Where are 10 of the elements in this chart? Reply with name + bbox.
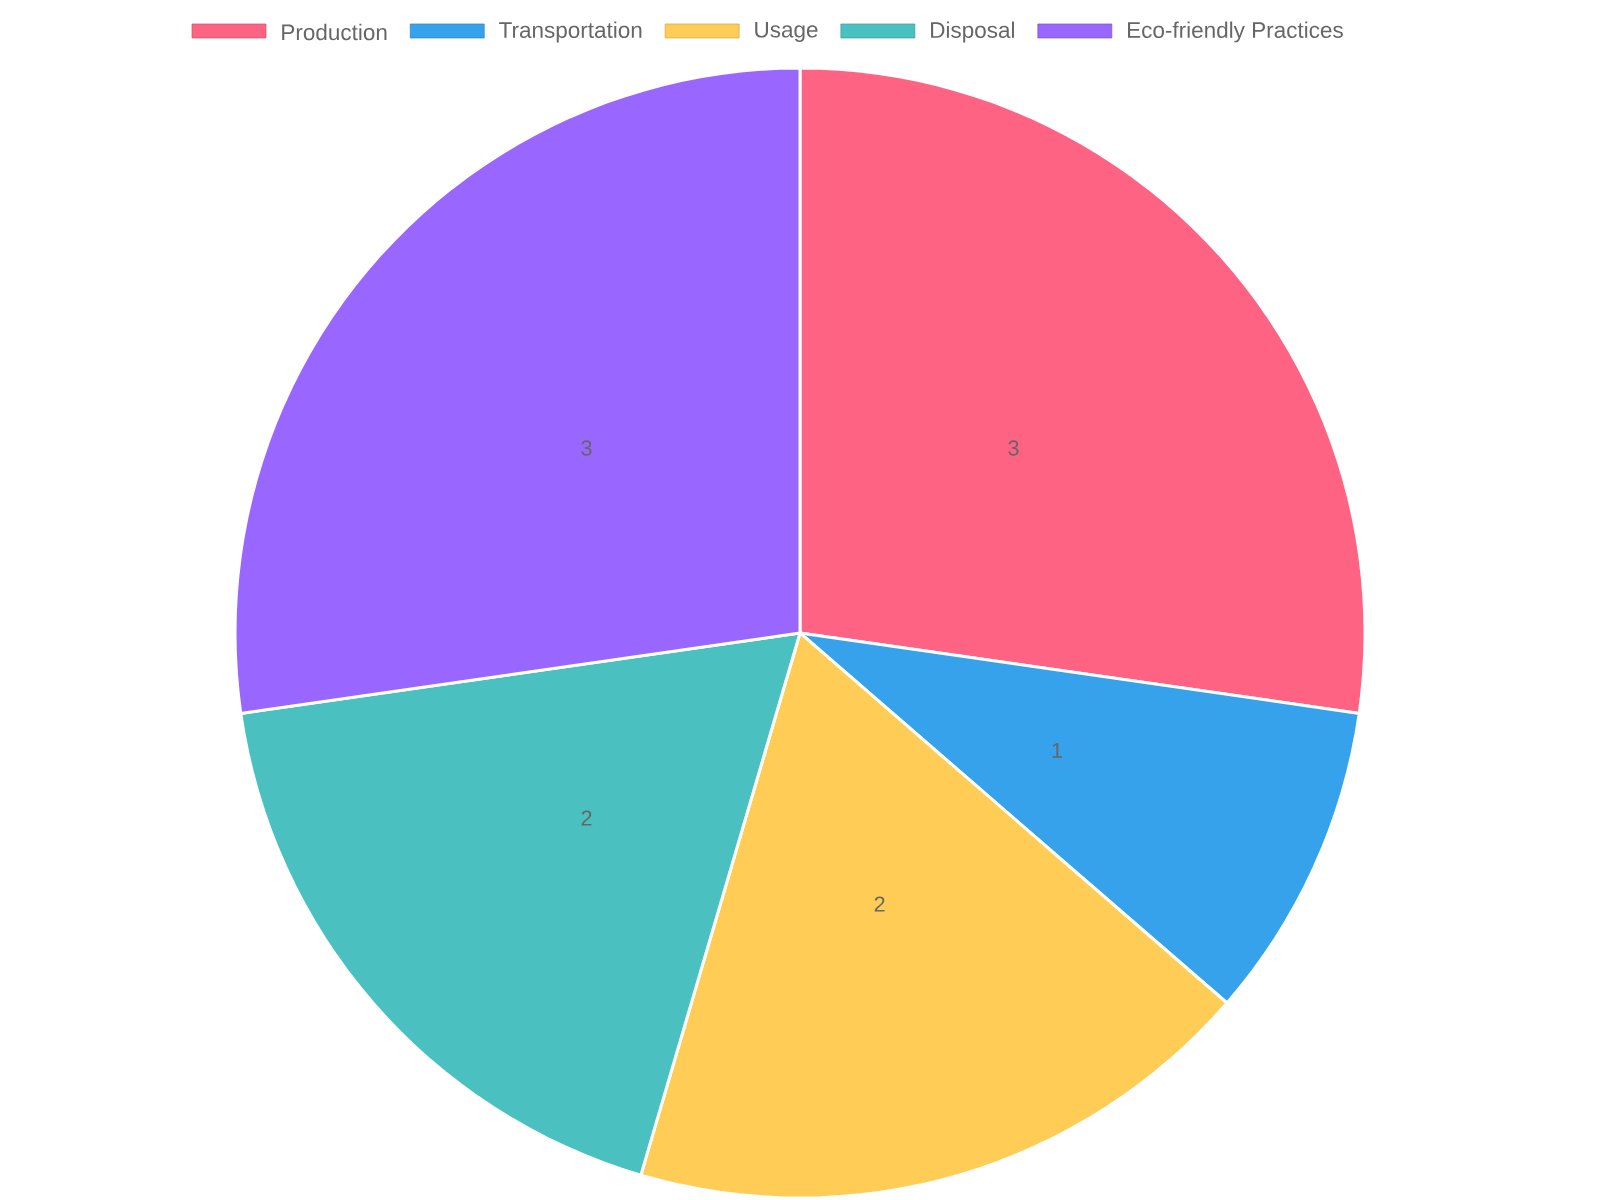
data-label: 1 — [1052, 742, 1062, 758]
legend-label: Disposal — [931, 21, 1014, 43]
legend-label: Production — [282, 23, 387, 41]
legend-label: Eco-friendly Practices — [1128, 21, 1343, 43]
legend-label: Usage — [755, 21, 818, 43]
data-label: 2 — [581, 810, 592, 826]
legend-label: Transportation — [499, 21, 642, 43]
data-label: 3 — [581, 440, 592, 456]
data-label: 2 — [874, 896, 885, 912]
data-label: 3 — [1008, 440, 1019, 456]
